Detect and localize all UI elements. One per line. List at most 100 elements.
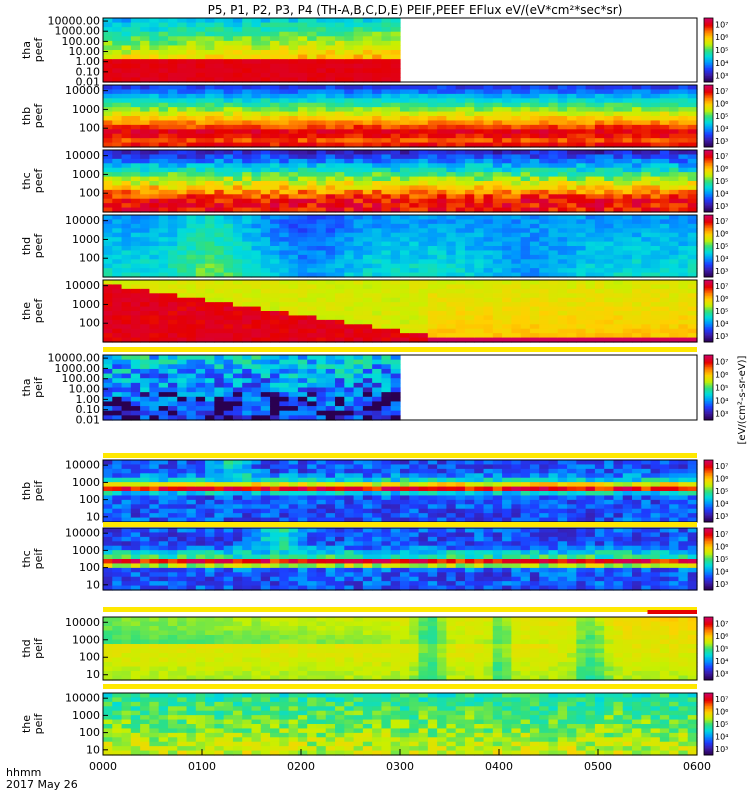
heatmap-cell xyxy=(195,189,206,195)
heatmap-cell xyxy=(121,373,132,379)
heatmap-cell xyxy=(158,89,169,95)
heatmap-cell xyxy=(492,237,503,243)
heatmap-cell xyxy=(669,98,680,104)
heatmap-cell xyxy=(557,107,568,113)
heatmap-cell xyxy=(464,111,475,117)
heatmap-cell xyxy=(140,158,151,164)
heatmap-cell xyxy=(130,355,141,361)
heatmap-cell xyxy=(427,102,438,108)
heatmap-cell xyxy=(483,93,494,99)
heatmap-cell xyxy=(557,207,568,213)
heatmap-cell xyxy=(604,102,615,108)
heatmap-cell xyxy=(502,306,512,312)
heatmap-cell xyxy=(604,237,615,243)
heatmap-cell xyxy=(112,116,123,122)
heatmap-cell xyxy=(232,22,243,28)
heatmap-cell xyxy=(130,254,141,260)
heatmap-cell xyxy=(205,302,215,308)
heatmap-cell xyxy=(548,163,559,169)
colorbar-segment xyxy=(704,150,713,153)
heatmap-cell xyxy=(177,288,188,294)
heatmap-cell xyxy=(362,297,373,303)
heatmap-cell xyxy=(316,31,327,37)
heatmap-cell xyxy=(158,203,169,209)
heatmap-cell xyxy=(307,306,318,312)
heatmap-cell xyxy=(687,172,698,178)
heatmap-cell xyxy=(455,337,466,343)
heatmap-cell xyxy=(112,98,123,104)
heatmap-cell xyxy=(149,460,160,466)
heatmap-cell xyxy=(678,176,689,182)
heatmap-cell xyxy=(437,232,448,238)
heatmap-cell xyxy=(409,254,420,260)
heatmap-cell xyxy=(464,138,475,144)
colorbar-segment xyxy=(704,397,713,400)
heatmap-cell xyxy=(400,107,410,113)
heatmap-cell xyxy=(195,364,206,370)
heatmap-cell xyxy=(195,68,206,74)
heatmap-cell xyxy=(464,259,475,265)
heatmap-cell xyxy=(149,27,160,33)
heatmap-cell xyxy=(678,293,689,299)
heatmap-cell xyxy=(121,293,132,299)
heatmap-cell xyxy=(604,223,615,229)
heatmap-cell xyxy=(149,54,160,60)
heatmap-cell xyxy=(260,288,271,294)
heatmap-cell xyxy=(604,241,615,247)
heatmap-cell xyxy=(362,120,373,126)
heatmap-cell xyxy=(492,198,503,204)
heatmap-cell xyxy=(288,311,299,317)
heatmap-cell xyxy=(604,93,615,99)
heatmap-cell xyxy=(613,228,624,234)
heatmap-cell xyxy=(464,185,475,191)
heatmap-cell xyxy=(539,259,550,265)
heatmap-cell xyxy=(585,138,596,144)
heatmap-cell xyxy=(130,333,141,339)
heatmap-cell xyxy=(622,259,633,265)
heatmap-cell xyxy=(372,27,383,33)
heatmap-cell xyxy=(260,176,271,182)
heatmap-cell xyxy=(669,181,680,187)
heatmap-cell xyxy=(335,63,345,69)
colorbar-segment xyxy=(704,69,713,72)
heatmap-cell xyxy=(335,250,345,256)
heatmap-cell xyxy=(390,189,401,195)
heatmap-cell xyxy=(112,163,123,169)
heatmap-cell xyxy=(167,167,178,173)
heatmap-cell xyxy=(464,85,475,91)
heatmap-cell xyxy=(297,328,308,334)
heatmap-cell xyxy=(604,315,615,321)
heatmap-cell xyxy=(223,207,234,213)
heatmap-cell xyxy=(195,18,206,24)
heatmap-cell xyxy=(520,124,531,130)
heatmap-cell xyxy=(288,246,299,252)
colorbar-segment xyxy=(704,301,713,304)
heatmap-cell xyxy=(316,219,327,225)
heatmap-cell xyxy=(659,288,670,294)
heatmap-cell xyxy=(594,228,605,234)
heatmap-cell xyxy=(260,259,271,265)
heatmap-cell xyxy=(140,513,151,519)
heatmap-cell xyxy=(390,18,401,24)
heatmap-cell xyxy=(632,232,642,238)
heatmap-cell xyxy=(548,111,559,117)
colorbar-segment xyxy=(704,215,713,218)
heatmap-cell xyxy=(223,250,234,256)
heatmap-cell xyxy=(307,59,318,65)
heatmap-cell xyxy=(381,263,392,269)
heatmap-cell xyxy=(130,18,141,24)
heatmap-cell xyxy=(483,272,494,278)
heatmap-cell xyxy=(103,72,113,79)
heatmap-cell xyxy=(140,129,151,135)
heatmap-cell xyxy=(177,473,188,479)
heatmap-cell xyxy=(464,150,475,156)
panels-group: 0.010.101.0010.00100.001000.0010000.00th… xyxy=(20,15,728,757)
heatmap-cell xyxy=(483,158,494,164)
heatmap-cell xyxy=(279,368,290,375)
heatmap-cell xyxy=(483,223,494,229)
heatmap-cell xyxy=(576,98,587,104)
heatmap-cell xyxy=(362,328,373,334)
heatmap-cell xyxy=(158,268,169,274)
heatmap-cell xyxy=(678,241,689,247)
heatmap-cell xyxy=(344,27,355,33)
